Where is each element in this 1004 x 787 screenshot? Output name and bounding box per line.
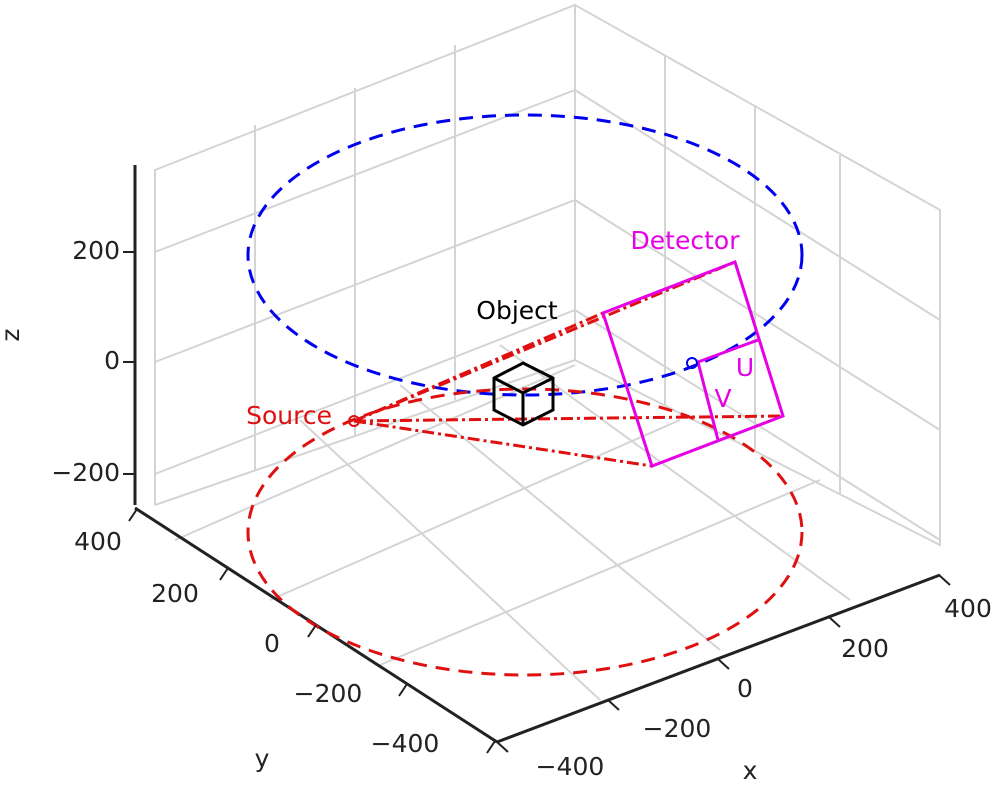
back-wall <box>154 3 576 506</box>
y-tick-label: −400 <box>371 729 440 758</box>
ray <box>353 419 653 468</box>
source-label: Source <box>246 401 332 430</box>
detector-center <box>686 357 698 369</box>
side-wall <box>574 4 941 547</box>
ray <box>353 414 784 423</box>
grid-line <box>574 199 941 431</box>
ray <box>353 260 736 423</box>
z-tick-label: −200 <box>51 458 120 487</box>
grid-line <box>174 364 576 541</box>
rays <box>353 260 784 468</box>
grid-line <box>299 419 601 701</box>
x-tick-label: −400 <box>536 752 605 781</box>
grid-line <box>499 344 851 601</box>
y-tick-label: 400 <box>74 527 122 556</box>
z-tick-label: 200 <box>72 236 120 265</box>
detector-orbit <box>246 113 804 397</box>
x-tick-label: 0 <box>737 674 753 703</box>
y-tick-label: 200 <box>151 579 199 608</box>
u-axis <box>697 338 759 364</box>
tick-mark <box>398 683 408 697</box>
z-tick-label: 0 <box>104 346 120 375</box>
grid-line <box>379 479 821 666</box>
grid-line <box>154 89 576 253</box>
y-tick-label: 0 <box>264 629 280 658</box>
source-orbit <box>246 387 804 677</box>
grid-line <box>154 309 576 475</box>
y-axis-label: y <box>255 744 270 773</box>
x-tick-label: 400 <box>944 594 992 623</box>
tick-mark <box>496 741 509 753</box>
tick-mark <box>938 574 951 586</box>
detector-panel <box>601 260 785 468</box>
detector <box>601 260 785 468</box>
tick-mark <box>717 658 730 670</box>
y-tick-label: −200 <box>294 679 363 708</box>
tick-mark <box>486 740 496 754</box>
object-label: Object <box>476 296 558 325</box>
tick-mark <box>219 567 229 581</box>
tick-mark <box>607 699 620 711</box>
grid-line <box>269 419 681 601</box>
v-axis <box>696 361 720 441</box>
x-tick-label: −200 <box>643 714 712 743</box>
grid-line <box>574 89 941 321</box>
source-point <box>348 415 360 427</box>
object-cube <box>492 361 555 427</box>
grid-line <box>154 199 576 363</box>
z-axis-label: z <box>0 328 25 341</box>
x-axis-label: x <box>743 756 758 785</box>
v-label: V <box>714 384 731 413</box>
grid-line <box>399 384 721 651</box>
tick-mark <box>128 508 138 522</box>
x-tick-label: 200 <box>841 634 889 663</box>
detector-label: Detector <box>631 226 741 255</box>
tick-mark <box>828 616 841 628</box>
u-label: U <box>736 353 754 382</box>
tick-mark <box>307 624 317 638</box>
